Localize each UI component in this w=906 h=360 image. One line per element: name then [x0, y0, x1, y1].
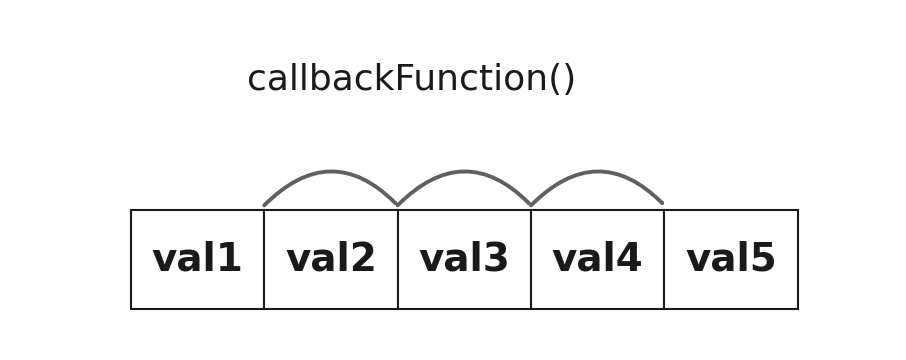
FancyBboxPatch shape — [398, 210, 531, 309]
FancyBboxPatch shape — [265, 210, 398, 309]
FancyArrowPatch shape — [531, 171, 662, 205]
Text: val4: val4 — [552, 240, 643, 278]
FancyBboxPatch shape — [531, 210, 664, 309]
Text: val3: val3 — [419, 240, 510, 278]
FancyBboxPatch shape — [664, 210, 798, 309]
FancyArrowPatch shape — [265, 171, 395, 205]
FancyArrowPatch shape — [398, 171, 529, 205]
Text: val5: val5 — [685, 240, 777, 278]
Text: callbackFunction(): callbackFunction() — [246, 63, 576, 96]
Text: val2: val2 — [285, 240, 377, 278]
FancyBboxPatch shape — [130, 210, 265, 309]
Text: val1: val1 — [151, 240, 244, 278]
